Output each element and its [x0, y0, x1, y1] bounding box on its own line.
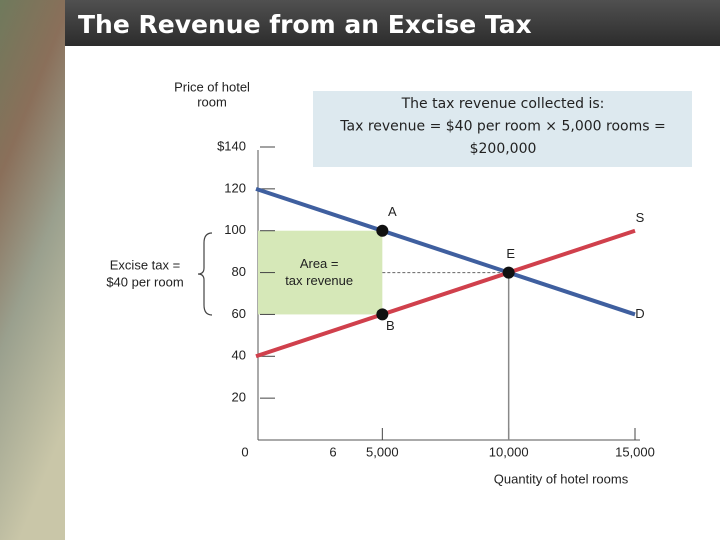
- curve-d: [255, 186, 636, 317]
- point: [376, 308, 389, 321]
- tax-area: [258, 230, 383, 315]
- x-tick-label: 5,000: [366, 444, 399, 459]
- y-tick-label: 80: [232, 264, 246, 279]
- revenue-text: The tax revenue collected is:: [401, 96, 605, 112]
- y-tick-label: 40: [232, 348, 246, 363]
- curve-s: [255, 228, 636, 359]
- stray-label: 6: [329, 444, 336, 459]
- slide-title: The Revenue from an Excise Tax: [78, 10, 532, 39]
- curve-label: D: [635, 306, 644, 321]
- point-label: E: [506, 246, 515, 261]
- curve-label: S: [636, 210, 645, 225]
- revenue-text: $200,000: [470, 141, 537, 157]
- y-tick-label: 120: [224, 180, 246, 195]
- point-label: B: [386, 318, 395, 333]
- point: [376, 224, 389, 237]
- x-tick-label: 15,000: [615, 444, 655, 459]
- y-axis-label: Price of hotel: [174, 79, 250, 94]
- revenue-box: [313, 91, 692, 167]
- y-tick-label: 60: [232, 306, 246, 321]
- tax-label: $40 per room: [106, 274, 183, 289]
- y-tick-label: 20: [232, 390, 246, 405]
- side-photo: [0, 0, 65, 540]
- tax-bracket: [197, 232, 213, 316]
- tax-label: Excise tax =: [110, 257, 180, 272]
- x-axis-label: Quantity of hotel rooms: [494, 471, 629, 486]
- y-axis-label: room: [197, 94, 227, 109]
- x-tick-label: 0: [241, 444, 248, 459]
- y-tick-label: $140: [217, 138, 246, 153]
- point-label: A: [388, 204, 397, 219]
- area-label: Area =: [300, 256, 339, 271]
- x-tick-label: 10,000: [489, 444, 529, 459]
- area-label: tax revenue: [285, 273, 353, 288]
- point: [502, 266, 515, 279]
- y-tick-label: 100: [224, 222, 246, 237]
- revenue-text: Tax revenue = $40 per room × 5,000 rooms…: [339, 119, 665, 135]
- header-bar: [65, 0, 720, 46]
